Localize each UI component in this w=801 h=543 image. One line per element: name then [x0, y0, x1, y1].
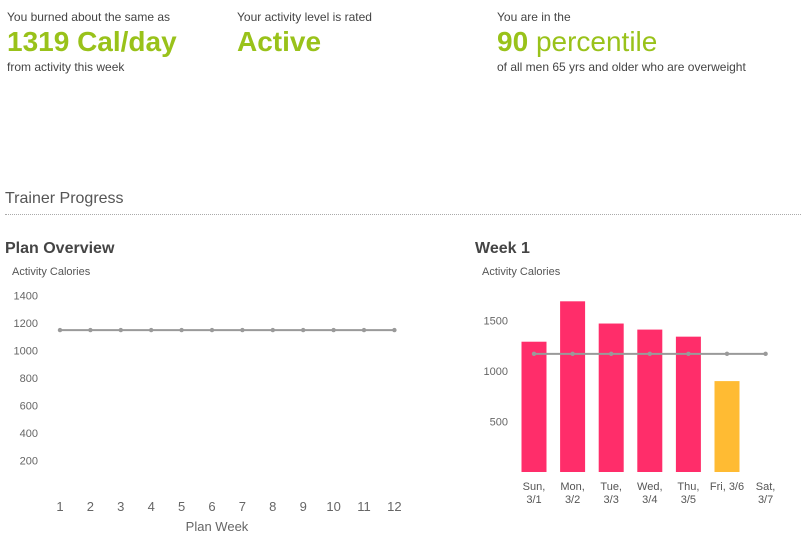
plan-x-tick-label: 6 — [208, 499, 215, 514]
week-y-tick-label: 1500 — [484, 316, 508, 328]
activity-level-intro: Your activity level is rated — [237, 10, 372, 24]
calories-unit: Cal/day — [77, 26, 177, 57]
week-bar — [521, 341, 547, 472]
week-target-point — [647, 351, 652, 357]
week-bar — [598, 323, 624, 472]
week-x-tick-label: Tue, 3/3 — [600, 481, 622, 506]
plan-target-point — [57, 327, 63, 333]
week-x-tick-label-line: Wed, — [637, 481, 662, 493]
week-x-tick-label: Sun, 3/1 — [523, 481, 546, 506]
week-x-tick-label-line: 3/5 — [681, 494, 696, 506]
plan-x-tick-label: 11 — [357, 499, 371, 514]
week-x-tick-label-line: Sat, — [756, 481, 776, 493]
week-chart-title: Week 1 — [475, 240, 530, 257]
activity-level-value: Active — [237, 26, 322, 57]
percentile-unit: percentile — [535, 26, 658, 57]
activity-level-stat: Your activity level is rated Active — [237, 10, 372, 59]
week-x-tick-label-line: Mon, — [560, 481, 584, 493]
week-x-tick-label: Thu, 3/5 — [677, 481, 699, 506]
section-divider — [5, 214, 801, 215]
plan-x-tick-label: 5 — [178, 499, 185, 514]
calories-stat-intro: You burned about the same as — [7, 10, 171, 24]
plan-target-point — [149, 327, 154, 333]
calories-stat: You burned about the same as 1319 Cal/da… — [7, 10, 177, 74]
week-x-tick-label-line: Fri, 3/6 — [710, 481, 744, 493]
week-target-point — [570, 351, 575, 357]
week-target-point — [724, 351, 730, 357]
section-title: Trainer Progress — [5, 190, 124, 207]
plan-x-tick-label: 2 — [87, 499, 94, 514]
week-x-tick-label: Mon, 3/2 — [560, 481, 584, 506]
week-target-point — [609, 351, 614, 357]
week-target-point — [686, 351, 691, 357]
week-bar — [714, 381, 740, 472]
plan-y-tick-label: 400 — [20, 428, 38, 440]
calories-stat-value: 1319 Cal/day — [7, 25, 177, 59]
plan-target-point — [301, 327, 306, 333]
plan-y-tick-label: 1400 — [14, 291, 38, 303]
percentile-stat-value: 90 percentile — [497, 25, 746, 59]
week-y-tick-label: 500 — [490, 417, 508, 429]
plan-target-point — [179, 327, 184, 333]
week-bar — [560, 301, 586, 472]
week-x-tick-label-line: Tue, — [600, 481, 622, 493]
week-x-tick-label: Sat, 3/7 — [756, 481, 776, 506]
week-x-tick-label-line: 3/1 — [526, 494, 541, 506]
plan-overview-chart: Activity Calories 200 400 600 800 1000 1200 140… — [12, 266, 402, 534]
plan-y-tick-label: 800 — [20, 373, 38, 385]
plan-target-point — [209, 327, 215, 333]
week-x-tick-label: Wed, 3/4 — [637, 481, 662, 506]
percentile-stat-note: of all men 65 yrs and older who are over… — [497, 60, 746, 74]
week-x-tick-label-line: 3/3 — [604, 494, 619, 506]
plan-y-axis-label: Activity Calories — [12, 266, 91, 278]
plan-x-tick-label: 3 — [117, 499, 124, 514]
week-x-tick-label-line: 3/7 — [758, 494, 773, 506]
week-y-tick-label: 1000 — [484, 366, 508, 378]
week-y-axis-label: Activity Calories — [482, 266, 561, 278]
week-target-point — [531, 351, 537, 357]
plan-target-point — [361, 327, 367, 333]
week-x-tick-label-line: Thu, — [677, 481, 699, 493]
plan-x-tick-label: 8 — [269, 499, 276, 514]
plan-x-tick-label: 1 — [56, 499, 63, 514]
week-x-tick-label-line: 3/2 — [565, 494, 580, 506]
plan-x-tick-label: 9 — [300, 499, 307, 514]
plan-y-tick-label: 200 — [20, 456, 38, 468]
week-bar — [675, 336, 701, 472]
percentile-stat-intro: You are in the — [497, 10, 571, 24]
plan-y-tick-label: 1200 — [14, 318, 38, 330]
plan-x-axis-label: Plan Week — [186, 519, 249, 534]
plan-target-point — [331, 327, 336, 333]
week-bar — [637, 329, 663, 472]
plan-target-point — [240, 327, 245, 333]
plan-x-tick-label: 7 — [239, 499, 246, 514]
calories-stat-note: from activity this week — [7, 60, 125, 74]
percentile-value: 90 — [497, 26, 529, 57]
plan-x-tick-label: 10 — [326, 499, 340, 514]
week-x-tick-label-line: 3/4 — [642, 494, 657, 506]
plan-x-tick-label: 12 — [387, 499, 401, 514]
plan-target-point — [118, 327, 124, 333]
percentile-stat: You are in the 90 percentile of all men … — [497, 10, 746, 74]
plan-x-tick-label: 4 — [148, 499, 155, 514]
plan-overview-title: Plan Overview — [5, 240, 115, 257]
week-x-tick-label: Fri, 3/6 — [710, 481, 744, 493]
calories-value: 1319 — [7, 26, 70, 57]
week-x-tick-label-line: Sun, — [523, 481, 546, 493]
week-target-point — [763, 351, 768, 357]
plan-target-point — [392, 327, 397, 333]
plan-target-point — [270, 327, 275, 333]
plan-target-point — [88, 327, 93, 333]
plan-y-tick-label: 1000 — [14, 346, 38, 358]
plan-y-tick-label: 600 — [20, 401, 38, 413]
